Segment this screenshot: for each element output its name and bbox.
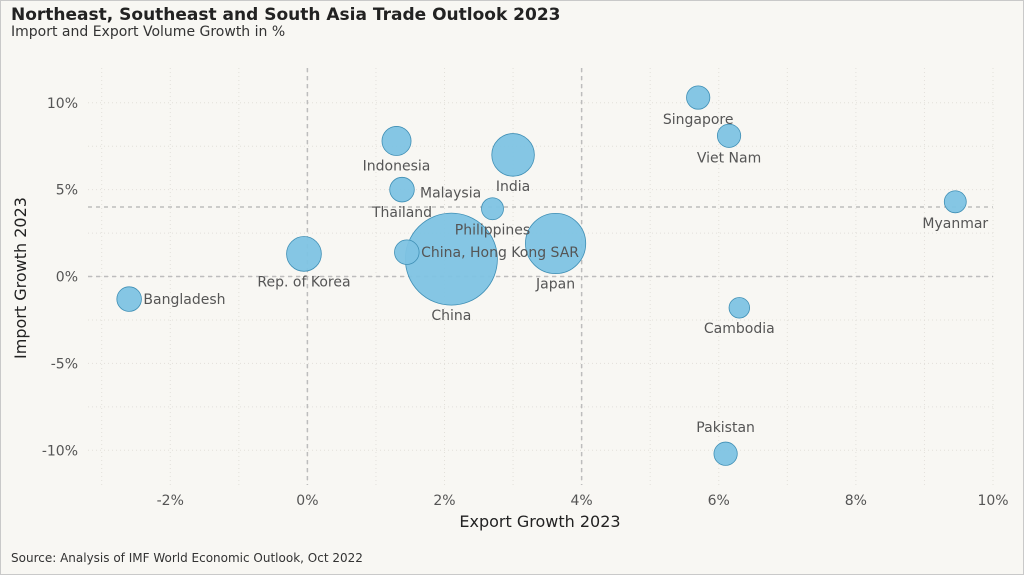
x-tick-labels: -2% 0% 2% 4% 6% 8% 10% xyxy=(157,493,1009,509)
point-label: Philippines xyxy=(455,223,530,239)
bubble-viet-nam xyxy=(716,123,742,148)
x-tick-label: 6% xyxy=(708,493,730,509)
bubble-myanmar xyxy=(943,190,967,214)
bubble-philippines xyxy=(481,197,504,221)
x-tick-label: 0% xyxy=(296,493,318,509)
bubble-indonesia xyxy=(381,126,412,156)
point-label: Myanmar xyxy=(922,216,988,232)
x-tick-label: 2% xyxy=(433,493,455,509)
point-labels: Bangladesh Rep. of Korea China China, Hong … xyxy=(143,112,988,436)
point-label: Japan xyxy=(535,277,575,293)
bubble-rep-of-korea xyxy=(286,236,322,272)
y-tick-label: -5% xyxy=(51,356,78,372)
bubble-pakistan xyxy=(713,441,738,466)
bubble-bangladesh xyxy=(116,286,142,312)
y-tick-labels: -10% -5% 0% 5% 10% xyxy=(42,96,78,460)
x-axis-title: Export Growth 2023 xyxy=(459,512,620,531)
x-tick-label: 10% xyxy=(977,493,1008,509)
y-tick-label: 5% xyxy=(56,183,78,199)
point-label: India xyxy=(496,179,530,195)
point-label: Singapore xyxy=(663,112,734,128)
y-tick-label: -10% xyxy=(42,443,78,459)
bubbles xyxy=(116,85,967,466)
point-label: China, Hong Kong SAR xyxy=(421,245,579,261)
point-label: Pakistan xyxy=(696,420,755,436)
point-label: Rep. of Korea xyxy=(257,274,350,290)
chart-subtitle: Import and Export Volume Growth in % xyxy=(11,24,286,40)
source-note: Source: Analysis of IMF World Economic O… xyxy=(11,551,363,565)
x-tick-label: 4% xyxy=(571,493,593,509)
y-tick-label: 0% xyxy=(56,270,78,286)
point-label: Cambodia xyxy=(704,321,775,337)
bubble-singapore xyxy=(686,85,711,110)
point-label: Thailand xyxy=(371,205,432,221)
point-label: Bangladesh xyxy=(143,292,225,308)
bubble-thailand xyxy=(389,176,415,203)
reference-lines xyxy=(88,68,993,485)
bubble-china-hong-kong-sar xyxy=(394,239,420,265)
bubble-japan xyxy=(525,212,587,275)
point-label: Indonesia xyxy=(363,159,431,175)
x-tick-label: 8% xyxy=(845,493,867,509)
point-label: Malaysia xyxy=(420,186,481,202)
bubble-india xyxy=(491,133,535,177)
bubble-cambodia xyxy=(728,297,751,319)
y-tick-label: 10% xyxy=(47,96,78,112)
chart-title: Northeast, Southeast and South Asia Trad… xyxy=(11,5,561,25)
point-label: Viet Nam xyxy=(697,150,761,166)
y-axis-title: Import Growth 2023 xyxy=(11,197,30,359)
point-label: China xyxy=(431,308,471,324)
x-tick-label: -2% xyxy=(157,493,184,509)
